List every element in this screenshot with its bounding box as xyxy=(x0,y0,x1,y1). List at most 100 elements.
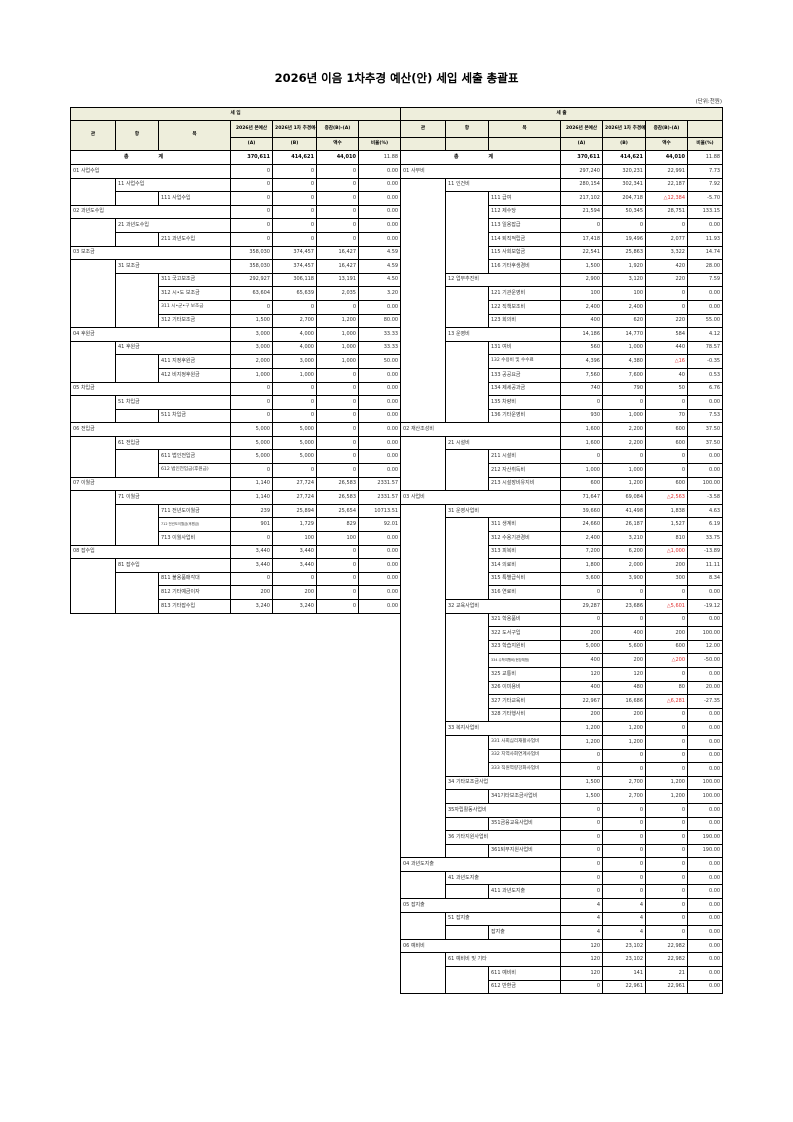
mok-label: 212 자산취득비 xyxy=(488,463,561,478)
budget-a-cell: 4,396 xyxy=(560,354,603,369)
table-row: 31 보조금 358,030 374,457 16,427 4.59 xyxy=(70,259,402,329)
mok-label: 325 교통비 xyxy=(488,666,561,682)
table-row: 411 과년도지출 0 0 0 0.00 xyxy=(401,884,724,900)
gwan-label: 05 차입금 xyxy=(70,381,231,397)
diff-ratio-cell: 0.00 xyxy=(686,707,724,723)
diff-amount-cell: 0 xyxy=(316,463,359,478)
budget-b-cell: 6,200 xyxy=(602,544,646,560)
diff-ratio-cell: 28.00 xyxy=(686,259,724,274)
diff-amount-cell: 0 xyxy=(645,666,688,682)
budget-a-cell: 0 xyxy=(230,191,273,206)
diff-ratio-cell: 0.00 xyxy=(686,463,724,478)
budget-a-cell: 0 xyxy=(560,449,603,465)
budget-b-cell: 0 xyxy=(272,204,317,220)
diff-ratio-cell: 0.00 xyxy=(686,979,724,995)
budget-b-cell: 2,200 xyxy=(602,435,646,451)
diff-amount-cell: 0 xyxy=(316,544,359,560)
diff-ratio-cell: 0.00 xyxy=(686,721,724,736)
table-row: 612 법인전입금(후원금) 0 0 0 0.00 xyxy=(71,463,402,478)
diff-ratio-cell: -27.35 xyxy=(686,694,724,709)
hang-spacer xyxy=(445,191,489,274)
header-ratio: 비율(%) xyxy=(357,137,402,151)
diff-ratio-cell: 0.00 xyxy=(686,884,724,900)
diff-amount-cell: △6,281 xyxy=(645,694,688,709)
table-row: 121 기관운영비 100 100 0 0.00 xyxy=(401,286,724,329)
diff-ratio-cell: 0.00 xyxy=(357,544,402,560)
mok-label: 133 공공요금 xyxy=(488,367,561,383)
table-row: 327 기타교육비 22,967 16,686 △6,281 -27.35 xyxy=(401,694,724,709)
header-hang: 항 xyxy=(115,120,159,151)
mok-label: 312 시•도 보조금 xyxy=(158,286,231,301)
diff-ratio-cell: 10713.51 xyxy=(357,503,402,519)
table-row: 361퇴부지원사업비 0 0 0 190.00 xyxy=(401,843,724,859)
diff-amount-cell: △200 xyxy=(645,653,688,668)
diff-amount-cell: 0 xyxy=(316,177,359,193)
header-gwan: 관 xyxy=(70,120,116,151)
diff-ratio-cell: 0.00 xyxy=(686,857,724,872)
diff-amount-cell: 0 xyxy=(645,925,688,940)
header-b-sub: (B) xyxy=(272,137,317,151)
hang-spacer xyxy=(115,231,159,247)
diff-ratio-cell: 6.19 xyxy=(686,517,724,533)
mok-label: 411 지정후원금 xyxy=(158,354,231,369)
budget-b-cell: 3,120 xyxy=(602,272,646,288)
diff-amount-cell: 22,991 xyxy=(645,164,688,179)
mok-label: 312 수용기관경비 xyxy=(488,531,561,546)
budget-b-cell: 3,000 xyxy=(272,354,317,369)
hang-spacer xyxy=(445,286,489,329)
budget-a-cell: 24,660 xyxy=(560,517,603,533)
diff-amount-cell: 0 xyxy=(316,422,359,437)
budget-a-cell: 200 xyxy=(560,707,603,723)
diff-ratio-cell: 7.53 xyxy=(686,408,724,424)
diff-ratio-cell: 2331.57 xyxy=(357,476,402,492)
diff-amount-cell: 0 xyxy=(316,299,359,315)
budget-a-cell: 1,500 xyxy=(230,313,273,329)
diff-ratio-cell: 0.00 xyxy=(357,164,402,179)
diff-ratio-cell: 0.00 xyxy=(686,585,724,600)
budget-b-cell: 0 xyxy=(602,612,646,628)
diff-ratio-cell: 133.15 xyxy=(686,204,724,220)
budget-b-cell: 120 xyxy=(602,666,646,682)
total-a: 370,611 xyxy=(230,150,273,165)
expenditure-section-title: 세 출 xyxy=(399,107,724,121)
table-row: 32 교육사업비 29,287 23,686 △5,601 -19.12 xyxy=(401,599,724,614)
gwan-label: 05 잡지출 xyxy=(400,898,561,913)
gwan-label: 03 보조금 xyxy=(70,245,231,261)
table-row: 334 수학여행비(현장체험) 400 200 △200 -50.00 xyxy=(401,653,724,668)
table-row: 611 예비비 120 141 21 0.00 xyxy=(401,966,724,995)
header-blank xyxy=(686,120,724,138)
header-ratio: 비율(%) xyxy=(686,137,724,151)
budget-b-cell: 1,000 xyxy=(272,367,317,383)
mok-label: 135 차량비 xyxy=(488,395,561,410)
diff-amount-cell: 1,200 xyxy=(316,313,359,329)
header-budget-a: 2026년 본예산 xyxy=(560,120,603,138)
diff-amount-cell: 2,035 xyxy=(316,286,359,301)
hang-label: 51 차입금 xyxy=(115,395,231,410)
hang-spacer xyxy=(115,503,159,546)
diff-ratio-cell: 0.00 xyxy=(357,218,402,233)
diff-amount-cell: 0 xyxy=(316,381,359,397)
budget-b-cell: 3,440 xyxy=(272,558,317,573)
budget-a-cell: 39,660 xyxy=(560,503,603,519)
mok-label: 113 일용잡급 xyxy=(488,218,561,233)
diff-ratio-cell: 37.50 xyxy=(686,435,724,451)
hang-spacer xyxy=(445,612,489,723)
budget-a-cell: 358,030 xyxy=(230,259,273,274)
budget-b-cell: 5,000 xyxy=(272,422,317,437)
budget-b-cell: 16,686 xyxy=(602,694,646,709)
diff-ratio-cell: 0.00 xyxy=(357,558,402,573)
budget-a-cell: 1,800 xyxy=(560,558,603,573)
budget-a-cell: 0 xyxy=(230,299,273,315)
mok-label: 316 연료비 xyxy=(488,585,561,600)
gwan-spacer xyxy=(70,218,116,247)
budget-b-cell: 5,000 xyxy=(272,449,317,465)
gwan-label: 01 사무비 xyxy=(400,164,561,179)
hang-spacer xyxy=(115,408,159,424)
budget-b-cell: 0 xyxy=(272,218,317,233)
budget-b-cell: 1,200 xyxy=(602,476,646,492)
diff-amount-cell: 0 xyxy=(316,435,359,451)
budget-b-cell: 25,863 xyxy=(602,245,646,261)
table-row: 111 사업수입 0 0 0 0.00 xyxy=(71,191,402,206)
total-ratio: 11.88 xyxy=(357,150,402,165)
diff-amount-cell: 0 xyxy=(645,734,688,750)
